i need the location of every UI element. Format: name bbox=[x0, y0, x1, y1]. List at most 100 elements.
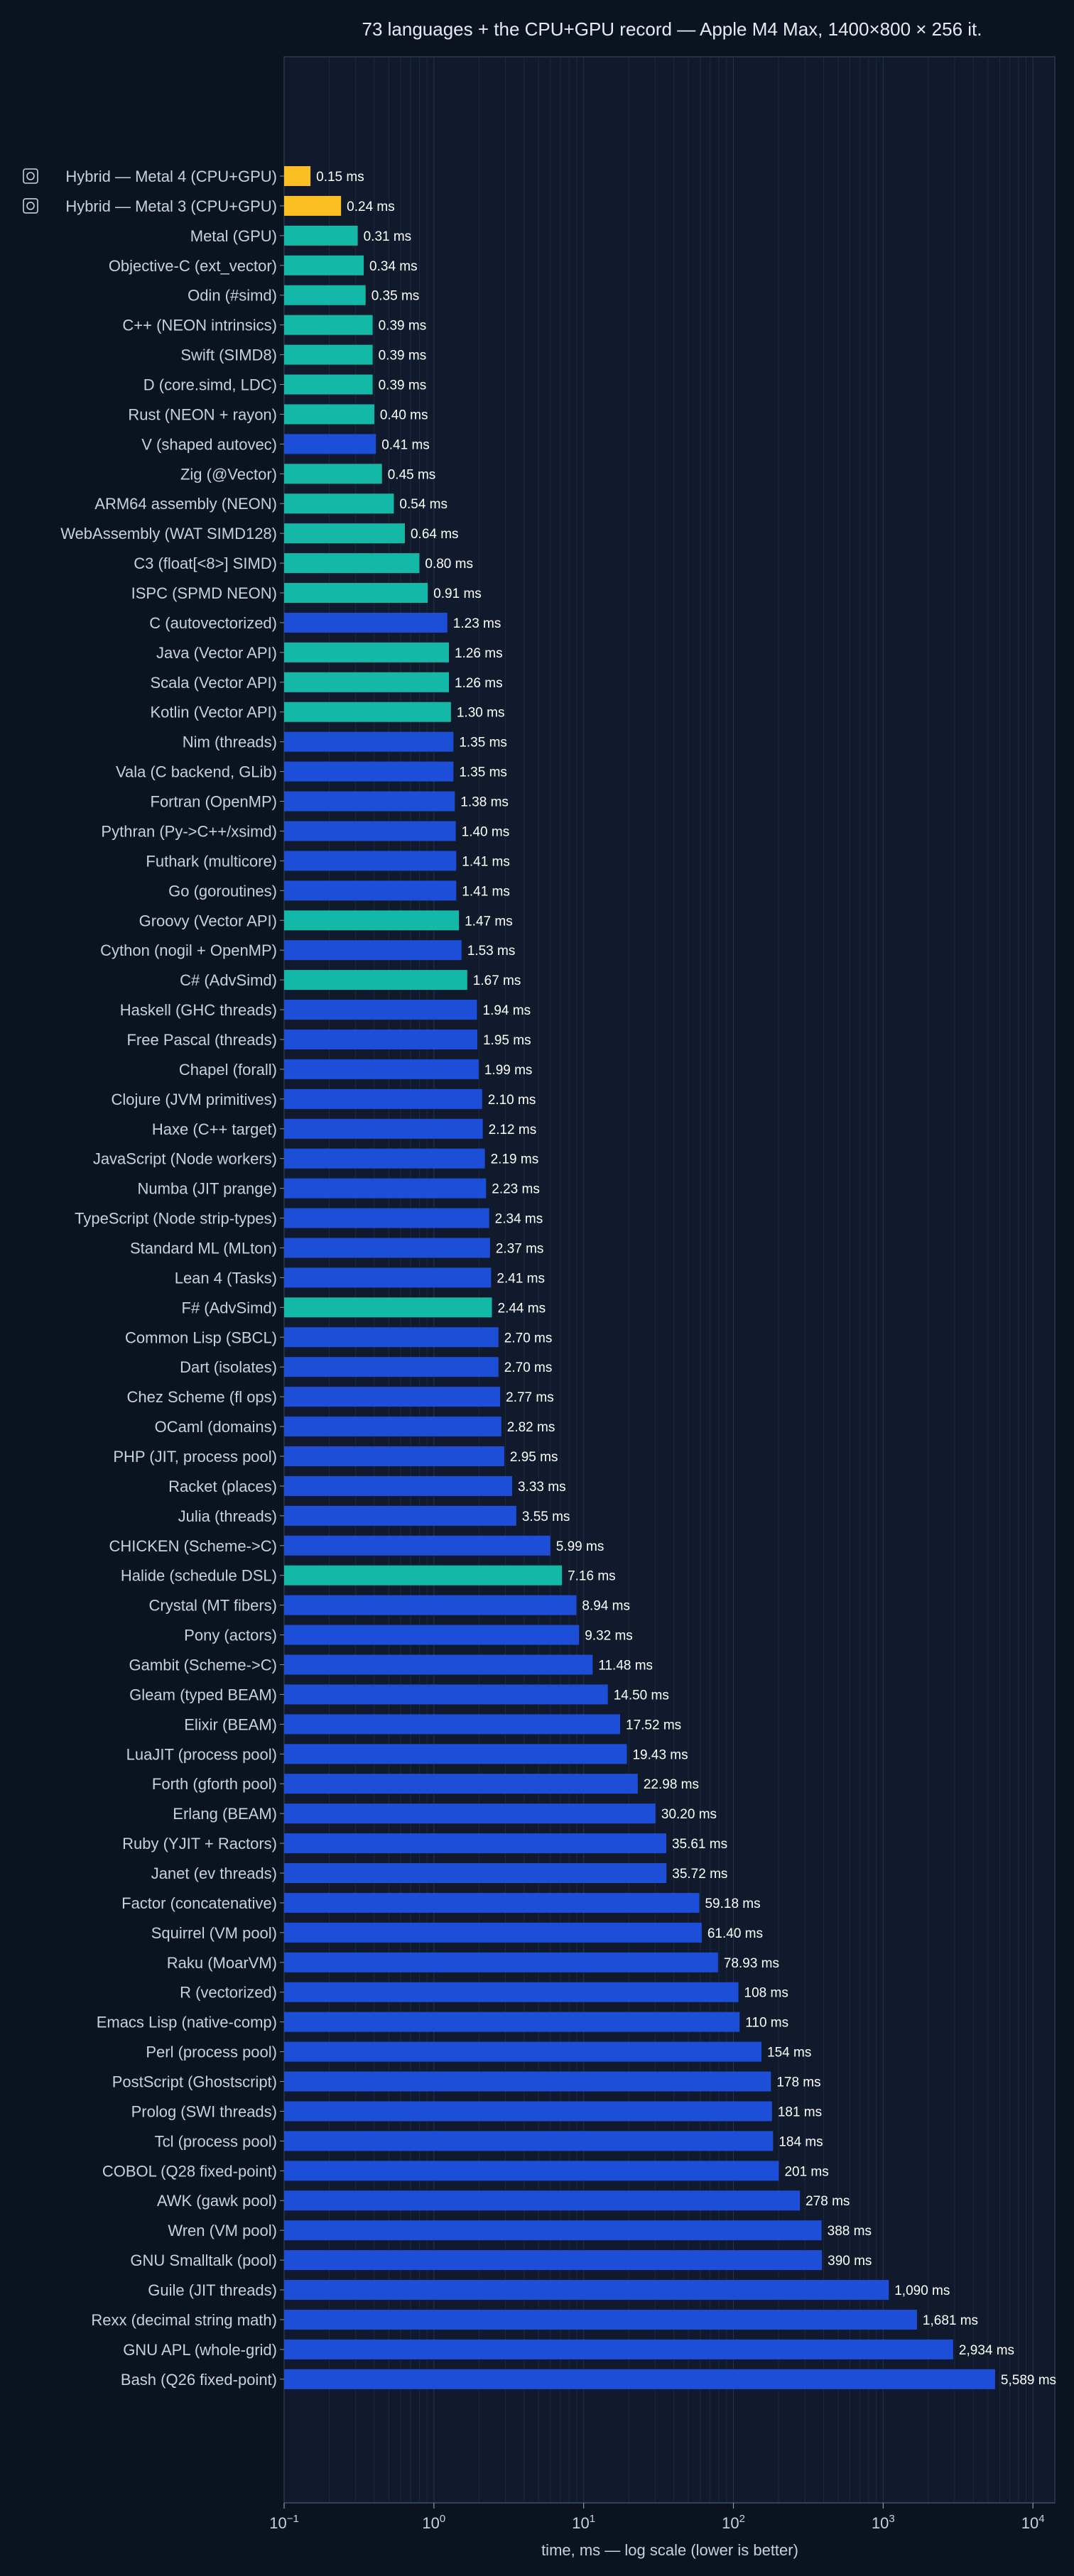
value-label: 7.16 ms bbox=[568, 1569, 616, 1584]
category-label: Dart (isolates) bbox=[180, 1358, 277, 1376]
category-label: Vala (C backend, GLib) bbox=[116, 763, 277, 781]
category-label: Pythran (Py->C++/xsimd) bbox=[101, 822, 277, 840]
bar-46 bbox=[284, 1535, 550, 1556]
value-label: 2.95 ms bbox=[510, 1450, 558, 1465]
category-label: Chapel (forall) bbox=[179, 1061, 277, 1079]
bar-10 bbox=[284, 464, 382, 484]
x-tick-label: 103 bbox=[872, 2513, 895, 2532]
x-axis: 10−1 100 101 102 103 104 bbox=[269, 2502, 1055, 2532]
bar-18 bbox=[284, 702, 451, 722]
value-label: 0.80 ms bbox=[425, 557, 473, 572]
value-label: 19.43 ms bbox=[632, 1747, 688, 1762]
category-label: Standard ML (MLton) bbox=[130, 1239, 277, 1257]
bar-7 bbox=[284, 374, 373, 395]
bar-64 bbox=[284, 2071, 771, 2092]
bar-48 bbox=[284, 1595, 577, 1615]
value-label: 2.23 ms bbox=[492, 1182, 540, 1197]
bar-24 bbox=[284, 880, 457, 901]
value-label: 0.39 ms bbox=[379, 349, 427, 364]
category-label: Wren (VM pool) bbox=[168, 2222, 277, 2239]
value-label: 0.35 ms bbox=[371, 289, 420, 304]
value-label: 61.40 ms bbox=[707, 1926, 763, 1941]
category-label: Halide (schedule DSL) bbox=[121, 1567, 277, 1585]
bar-26 bbox=[284, 940, 462, 961]
value-label: 0.41 ms bbox=[381, 437, 430, 452]
bar-67 bbox=[284, 2161, 779, 2181]
category-label: Emacs Lisp (native-comp) bbox=[97, 2014, 277, 2031]
category-label: Zig (@Vector) bbox=[180, 465, 277, 483]
category-label: Racket (places) bbox=[168, 1478, 277, 1495]
category-label: ARM64 assembly (NEON) bbox=[94, 495, 277, 513]
hybrid-chip-icon bbox=[23, 168, 38, 184]
category-label: ISPC (SPMD NEON) bbox=[131, 584, 277, 602]
bar-51 bbox=[284, 1684, 608, 1705]
value-label: 1.26 ms bbox=[455, 676, 503, 691]
value-label: 1.23 ms bbox=[453, 616, 501, 631]
value-labels: 0.15 ms 0.24 ms 0.31 ms 0.34 ms 0.35 ms 0.39 … bbox=[316, 170, 1056, 2388]
bar-62 bbox=[284, 2012, 740, 2032]
category-label: Bash (Q26 fixed-point) bbox=[121, 2371, 277, 2389]
bar-63 bbox=[284, 2041, 762, 2062]
value-label: 0.91 ms bbox=[433, 586, 482, 601]
value-label: 1.94 ms bbox=[483, 1003, 531, 1018]
chart-title: 73 languages + the CPU+GPU record — Appl… bbox=[362, 18, 982, 40]
category-label: Swift (SIMD8) bbox=[180, 346, 277, 364]
bar-27 bbox=[284, 970, 467, 990]
category-label: Haxe (C++ target) bbox=[152, 1120, 277, 1138]
bar-8 bbox=[284, 404, 374, 425]
value-label: 1.35 ms bbox=[459, 765, 507, 780]
value-label: 108 ms bbox=[744, 1986, 788, 2001]
bar-47 bbox=[284, 1565, 563, 1586]
value-label: 2.70 ms bbox=[504, 1360, 553, 1375]
category-label: C++ (NEON intrinsics) bbox=[122, 317, 277, 334]
bar-70 bbox=[284, 2250, 823, 2271]
category-label: Groovy (Vector API) bbox=[139, 912, 277, 929]
value-label: 184 ms bbox=[779, 2134, 823, 2149]
value-label: 1.35 ms bbox=[459, 736, 507, 751]
bar-52 bbox=[284, 1714, 621, 1735]
category-label: OCaml (domains) bbox=[155, 1418, 277, 1436]
value-label: 0.15 ms bbox=[316, 170, 364, 185]
value-label: 5.99 ms bbox=[556, 1539, 604, 1554]
value-label: 1.95 ms bbox=[483, 1033, 531, 1048]
bar-29 bbox=[284, 1029, 477, 1049]
category-label: Common Lisp (SBCL) bbox=[125, 1328, 277, 1346]
category-label: Gambit (Scheme->C) bbox=[129, 1657, 277, 1674]
value-label: 59.18 ms bbox=[705, 1896, 760, 1911]
x-tick-label: 10−1 bbox=[269, 2513, 299, 2532]
value-label: 1.40 ms bbox=[462, 824, 510, 839]
category-label: Metal (GPU) bbox=[190, 227, 277, 245]
bar-6 bbox=[284, 344, 373, 365]
bar-12 bbox=[284, 523, 405, 544]
bar-9 bbox=[284, 434, 376, 454]
bar-28 bbox=[284, 1000, 477, 1020]
x-tick-label: 101 bbox=[572, 2513, 595, 2532]
bar-40 bbox=[284, 1357, 499, 1377]
category-label: Raku (MoarVM) bbox=[167, 1954, 277, 1972]
value-label: 154 ms bbox=[767, 2046, 811, 2061]
value-label: 1,090 ms bbox=[894, 2283, 950, 2298]
value-label: 2.10 ms bbox=[488, 1093, 536, 1108]
category-label: Tcl (process pool) bbox=[155, 2132, 277, 2150]
category-label: Gleam (typed BEAM) bbox=[129, 1686, 277, 1703]
value-label: 1.41 ms bbox=[462, 884, 510, 899]
x-tick-label: 102 bbox=[722, 2513, 745, 2532]
bar-38 bbox=[284, 1297, 492, 1318]
value-label: 1.38 ms bbox=[460, 795, 509, 810]
value-label: 0.39 ms bbox=[379, 378, 427, 393]
category-label: Julia (threads) bbox=[178, 1507, 277, 1525]
bar-33 bbox=[284, 1148, 485, 1169]
bar-2 bbox=[284, 225, 358, 246]
value-label: 2,934 ms bbox=[959, 2343, 1014, 2358]
value-label: 30.20 ms bbox=[661, 1807, 717, 1822]
category-label: CHICKEN (Scheme->C) bbox=[109, 1537, 277, 1555]
bar-69 bbox=[284, 2220, 822, 2241]
value-label: 2.19 ms bbox=[491, 1152, 539, 1167]
category-label: Futhark (multicore) bbox=[146, 852, 277, 870]
value-label: 388 ms bbox=[828, 2224, 872, 2239]
bar-1 bbox=[284, 195, 342, 216]
category-label: Cython (nogil + OpenMP) bbox=[100, 942, 277, 959]
value-label: 278 ms bbox=[806, 2194, 850, 2209]
category-label: COBOL (Q28 fixed-point) bbox=[102, 2162, 277, 2180]
